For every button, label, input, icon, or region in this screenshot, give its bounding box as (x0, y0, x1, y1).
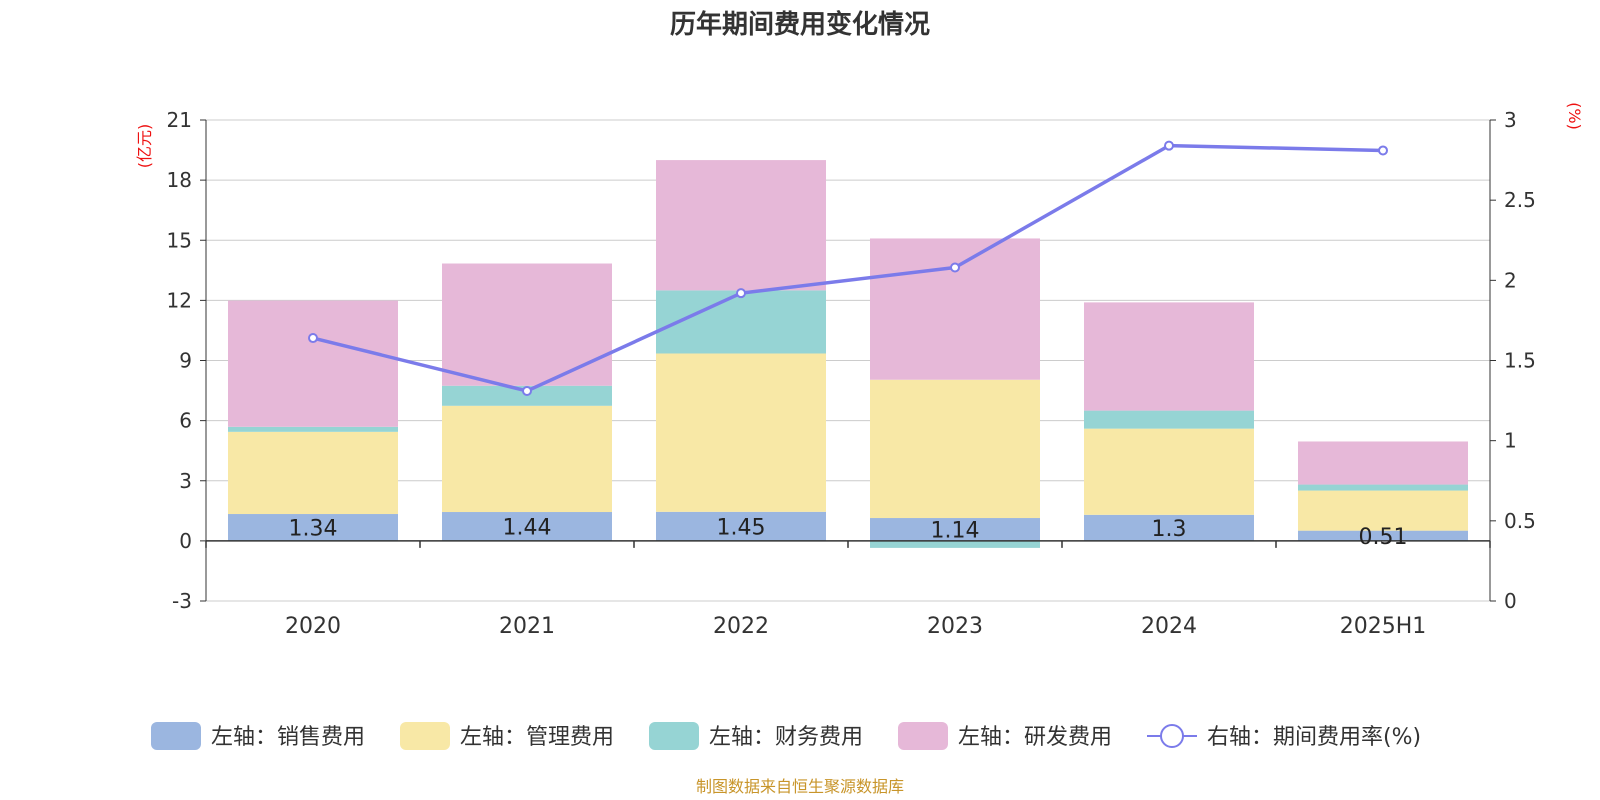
chart-title: 历年期间费用变化情况 (670, 9, 930, 40)
data-label: 1.45 (717, 515, 766, 540)
bar-segment-s0-c5 (1298, 530, 1468, 541)
bar-segment-s2-c3 (870, 540, 1040, 548)
left-tick-label: 0 (179, 529, 192, 553)
left-tick-label: 18 (167, 168, 192, 192)
bar-segment-s0-c1 (442, 512, 612, 541)
data-labels: 1.34 1.44 1.45 1.14 1.3 0.51 (289, 515, 1408, 549)
right-axis-unit: (%) (1565, 102, 1584, 130)
right-tick-label: 2 (1504, 268, 1517, 292)
right-tick-label: 1 (1504, 429, 1517, 453)
left-tick-label: 3 (179, 469, 192, 493)
bar-segment-s3-c0 (228, 300, 398, 427)
right-tick-label: 0 (1504, 589, 1517, 613)
bar-segment-s3-c1 (442, 263, 612, 386)
right-tick-label: 3 (1504, 108, 1517, 132)
data-label: 1.44 (503, 515, 552, 540)
bar-segment-s0-c0 (228, 514, 398, 541)
bar-segment-s3-c2 (656, 160, 826, 291)
legend-label: 左轴：销售费用 (211, 725, 365, 750)
legend-label: 左轴：财务费用 (709, 725, 863, 750)
legend-label: 左轴：管理费用 (460, 725, 614, 750)
data-label: 1.3 (1152, 517, 1187, 542)
legend-marker-icon (1160, 724, 1184, 748)
legend-swatch (898, 722, 948, 750)
legend-item[interactable]: 左轴：财务费用 (649, 722, 863, 750)
bar-segment-s2-c4 (1084, 410, 1254, 429)
left-tick-label: 12 (167, 288, 192, 312)
right-tick-label: 0.5 (1504, 509, 1536, 533)
bar-segment-s3-c5 (1298, 441, 1468, 485)
grid-lines (206, 119, 1490, 602)
legend-label: 左轴：研发费用 (958, 725, 1112, 750)
category-label: 2024 (1141, 614, 1197, 639)
right-tick-label: 2.5 (1504, 188, 1536, 212)
rate-point (736, 288, 746, 299)
legend-swatch (400, 722, 450, 750)
left-tick-label: 9 (179, 349, 192, 373)
bar-segment-s2-c0 (228, 426, 398, 432)
rate-point (308, 333, 318, 344)
bar-segment-s1-c4 (1084, 428, 1254, 515)
data-label: 1.34 (289, 516, 338, 541)
left-tick-label: -3 (172, 589, 192, 613)
bar-segment-s2-c5 (1298, 484, 1468, 491)
legend-item[interactable]: 左轴：销售费用 (151, 722, 365, 750)
bar-series (228, 160, 1468, 548)
data-label: 1.14 (931, 518, 980, 543)
category-label: 2021 (499, 614, 555, 639)
bar-segment-s2-c2 (656, 290, 826, 354)
legend-swatch (151, 722, 201, 750)
legend: 左轴：销售费用 左轴：管理费用 左轴：财务费用 左轴：研发费用 右轴：期间费用率(%) (151, 722, 1421, 750)
bar-segment-s0-c2 (656, 511, 826, 541)
bar-segment-s3-c3 (870, 238, 1040, 380)
bar-segment-s1-c0 (228, 431, 398, 515)
rate-line-series (308, 140, 1388, 396)
bar-segment-s3-c4 (1084, 302, 1254, 411)
category-label: 2022 (713, 614, 769, 639)
bar-segment-s0-c3 (870, 518, 1040, 541)
left-tick-label: 6 (179, 409, 192, 433)
data-label: 0.51 (1359, 525, 1408, 550)
bar-segment-s1-c3 (870, 379, 1040, 519)
legend-item[interactable]: 左轴：管理费用 (400, 722, 614, 750)
left-axis-unit: (亿元) (135, 124, 154, 169)
bar-segment-s1-c1 (442, 405, 612, 513)
source-note: 制图数据来自恒生聚源数据库 (696, 777, 904, 796)
bar-segment-s1-c2 (656, 353, 826, 512)
legend-swatch (649, 722, 699, 750)
right-tick-label: 1.5 (1504, 349, 1536, 373)
category-label: 2020 (285, 614, 341, 639)
category-label: 2023 (927, 614, 983, 639)
rate-point (522, 385, 532, 396)
legend-label: 右轴：期间费用率(%) (1207, 725, 1421, 750)
bar-segment-s1-c5 (1298, 490, 1468, 531)
left-tick-label: 21 (167, 108, 192, 132)
legend-item[interactable]: 右轴：期间费用率(%) (1147, 724, 1421, 750)
rate-point (1164, 140, 1174, 151)
category-label: 2025H1 (1340, 614, 1427, 639)
rate-point (1378, 145, 1388, 156)
rate-point (950, 262, 960, 273)
bar-segment-s0-c4 (1084, 514, 1254, 541)
rate-line (312, 143, 1384, 393)
left-tick-label: 15 (167, 228, 192, 252)
legend-item[interactable]: 左轴：研发费用 (898, 722, 1112, 750)
